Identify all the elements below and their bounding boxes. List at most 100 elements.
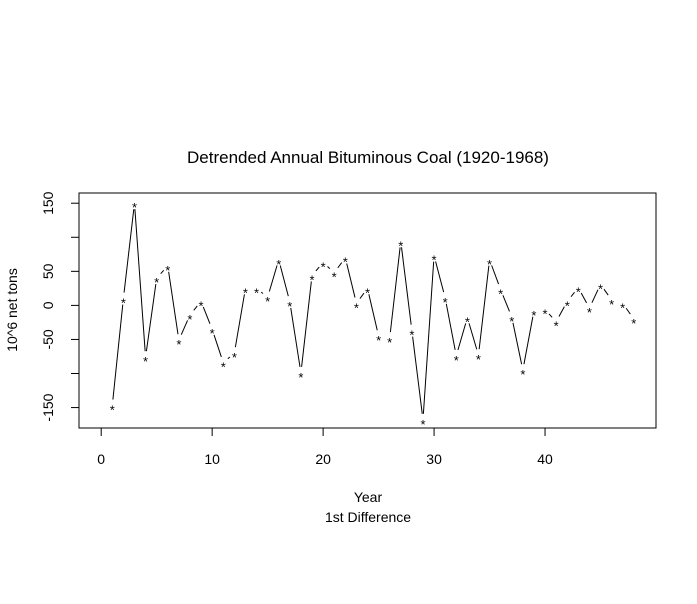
series-points: * * * * * * * * * * * * * * * * * * * * * * * * * * * * * * * * * * * * * * * *… [110,200,637,432]
data-point: * [332,270,337,285]
data-point: * [199,298,204,313]
data-point: * [376,333,381,348]
series-segment [389,247,401,333]
data-point: * [387,335,392,350]
data-point: * [498,287,503,302]
data-point: * [121,296,126,311]
data-point: * [132,200,137,215]
data-point: * [587,305,592,320]
data-point: * [243,285,248,300]
data-point: * [487,257,492,272]
data-point: * [465,315,470,330]
data-point: * [509,314,514,329]
series-segment [368,294,378,331]
series-segment [301,281,312,367]
y-tick-label: 50 [40,263,56,279]
data-point: * [520,367,525,382]
data-point: * [576,285,581,300]
series-segment [168,271,179,335]
series-segment [202,306,211,324]
series-segment [445,303,456,350]
data-point: * [176,337,181,352]
series-segment [512,322,523,365]
series-segment [234,294,245,348]
data-point: * [631,316,636,331]
series-segment [260,291,264,294]
series-segment [502,295,510,312]
series-segment [123,209,135,293]
x-tick-label: 30 [426,451,442,467]
y-tick-label: 0 [40,301,56,309]
data-point: * [454,353,459,368]
data-point: * [110,403,115,418]
data-point: * [543,306,548,321]
data-point: * [531,308,536,323]
series-segment [625,307,631,315]
data-point: * [398,238,403,253]
data-point: * [221,360,226,375]
series-segment [478,265,490,350]
series-segment [580,292,587,304]
data-point: * [265,294,270,309]
data-point: * [554,319,559,334]
series-segment [435,261,445,293]
data-point: * [276,257,281,272]
series-segment [603,288,609,296]
series-segment [591,289,599,303]
data-point: * [443,295,448,310]
series-segment [112,304,124,400]
data-point: * [476,352,481,367]
series-segment [359,292,365,299]
series-segment [290,307,301,367]
y-tick-label: -150 [40,393,56,421]
data-point: * [354,300,359,315]
data-point: * [187,312,192,327]
data-point: * [165,263,170,278]
x-tick-label: 0 [97,451,105,467]
data-point: * [298,370,303,385]
series-segment [523,316,534,365]
series-segment [346,263,356,298]
data-point: * [154,275,159,290]
y-axis: 150 50 0 -50 -150 [40,191,80,422]
y-tick-label: -50 [40,329,56,349]
data-point: * [143,354,148,369]
x-axis-sublabel: 1st Difference [325,509,411,525]
data-point: * [321,259,326,274]
data-point: * [432,253,437,268]
series-segment [491,265,500,285]
series-line [112,209,631,414]
series-segment [422,261,435,414]
series-segment [145,284,157,352]
y-axis-label: 10^6 net tons [4,268,20,352]
series-segment [134,209,146,352]
data-point: * [254,285,259,300]
series-segment [412,336,423,414]
series-segment [401,247,412,325]
x-axis: 0 10 20 30 40 [97,427,553,467]
x-axis-label: Year [354,489,383,505]
data-point: * [232,350,237,365]
series-segment [213,334,222,358]
series-segment [457,323,467,351]
series-segment [558,306,565,317]
data-point: * [620,300,625,315]
y-tick-label: 150 [40,191,56,215]
series-segment [315,266,320,272]
data-point: * [210,326,215,341]
series-segment [279,265,289,297]
series-segment [570,292,575,297]
data-point: * [609,297,614,312]
data-point: * [343,255,348,270]
data-point: * [565,298,570,313]
x-tick-label: 10 [204,451,220,467]
data-point: * [420,417,425,432]
x-tick-label: 40 [537,451,553,467]
series-segment [337,262,343,269]
series-segment [468,323,478,350]
chart-title: Detrended Annual Bituminous Coal (1920-1… [187,148,549,167]
data-point: * [365,285,370,300]
data-point: * [287,299,292,314]
series-segment [327,266,331,269]
